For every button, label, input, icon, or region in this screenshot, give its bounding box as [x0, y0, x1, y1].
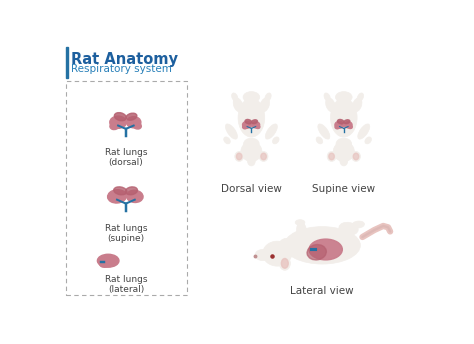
Text: Supine view: Supine view	[312, 184, 375, 194]
Ellipse shape	[365, 137, 372, 144]
Ellipse shape	[265, 93, 271, 101]
Ellipse shape	[114, 187, 127, 195]
Ellipse shape	[340, 156, 347, 166]
Ellipse shape	[337, 119, 344, 124]
Ellipse shape	[114, 112, 126, 121]
Ellipse shape	[259, 151, 268, 161]
Ellipse shape	[352, 221, 365, 228]
Ellipse shape	[108, 190, 127, 203]
Ellipse shape	[307, 245, 326, 260]
Ellipse shape	[335, 121, 344, 128]
Ellipse shape	[282, 258, 288, 268]
Ellipse shape	[309, 239, 342, 260]
Bar	[66, 47, 68, 78]
Ellipse shape	[224, 137, 230, 144]
Text: Lateral view: Lateral view	[291, 286, 354, 296]
FancyBboxPatch shape	[66, 81, 188, 295]
Text: Rat lungs
(dorsal): Rat lungs (dorsal)	[105, 148, 147, 167]
Ellipse shape	[330, 98, 357, 137]
Ellipse shape	[233, 98, 243, 112]
Ellipse shape	[263, 241, 292, 266]
Ellipse shape	[295, 220, 305, 225]
Ellipse shape	[329, 153, 334, 160]
Ellipse shape	[244, 138, 259, 149]
Ellipse shape	[255, 125, 260, 129]
Text: Dorsal view: Dorsal view	[221, 184, 282, 194]
Ellipse shape	[344, 122, 352, 128]
Text: Rat lungs
(supine): Rat lungs (supine)	[105, 224, 147, 243]
Ellipse shape	[278, 238, 294, 258]
Ellipse shape	[126, 113, 137, 120]
Ellipse shape	[284, 227, 360, 264]
Ellipse shape	[235, 151, 244, 161]
Ellipse shape	[110, 116, 127, 128]
Ellipse shape	[279, 256, 291, 270]
Ellipse shape	[333, 141, 355, 161]
Ellipse shape	[100, 260, 110, 267]
Ellipse shape	[316, 137, 323, 144]
Ellipse shape	[238, 98, 264, 137]
Ellipse shape	[243, 121, 252, 128]
Ellipse shape	[255, 249, 270, 260]
Ellipse shape	[336, 92, 352, 103]
Ellipse shape	[243, 92, 260, 103]
Ellipse shape	[252, 120, 257, 123]
Ellipse shape	[327, 151, 336, 161]
Ellipse shape	[326, 98, 335, 112]
Ellipse shape	[297, 223, 306, 238]
Ellipse shape	[339, 222, 358, 235]
Text: Rat lungs
(lateral): Rat lungs (lateral)	[105, 275, 147, 294]
Ellipse shape	[335, 125, 340, 129]
Ellipse shape	[357, 93, 364, 101]
Ellipse shape	[336, 138, 352, 149]
Ellipse shape	[352, 151, 360, 161]
Ellipse shape	[273, 137, 279, 144]
Ellipse shape	[265, 124, 277, 139]
Ellipse shape	[347, 125, 352, 129]
Ellipse shape	[318, 124, 330, 139]
Text: Rat Anatomy: Rat Anatomy	[71, 52, 178, 67]
Ellipse shape	[353, 153, 359, 160]
Ellipse shape	[247, 156, 255, 166]
Ellipse shape	[243, 125, 248, 129]
Ellipse shape	[260, 98, 270, 112]
Ellipse shape	[324, 93, 330, 101]
Ellipse shape	[358, 124, 370, 139]
Ellipse shape	[226, 124, 237, 139]
Ellipse shape	[344, 120, 350, 123]
Ellipse shape	[252, 122, 260, 128]
Ellipse shape	[232, 93, 238, 101]
Ellipse shape	[127, 117, 141, 128]
Ellipse shape	[241, 141, 262, 161]
Ellipse shape	[127, 190, 143, 203]
Ellipse shape	[261, 153, 266, 160]
Ellipse shape	[133, 122, 141, 129]
Ellipse shape	[126, 187, 137, 195]
Ellipse shape	[97, 254, 119, 267]
Ellipse shape	[352, 98, 362, 112]
Ellipse shape	[245, 119, 252, 124]
Ellipse shape	[237, 153, 242, 160]
Text: Respiratory system: Respiratory system	[71, 64, 172, 74]
Ellipse shape	[110, 121, 119, 130]
